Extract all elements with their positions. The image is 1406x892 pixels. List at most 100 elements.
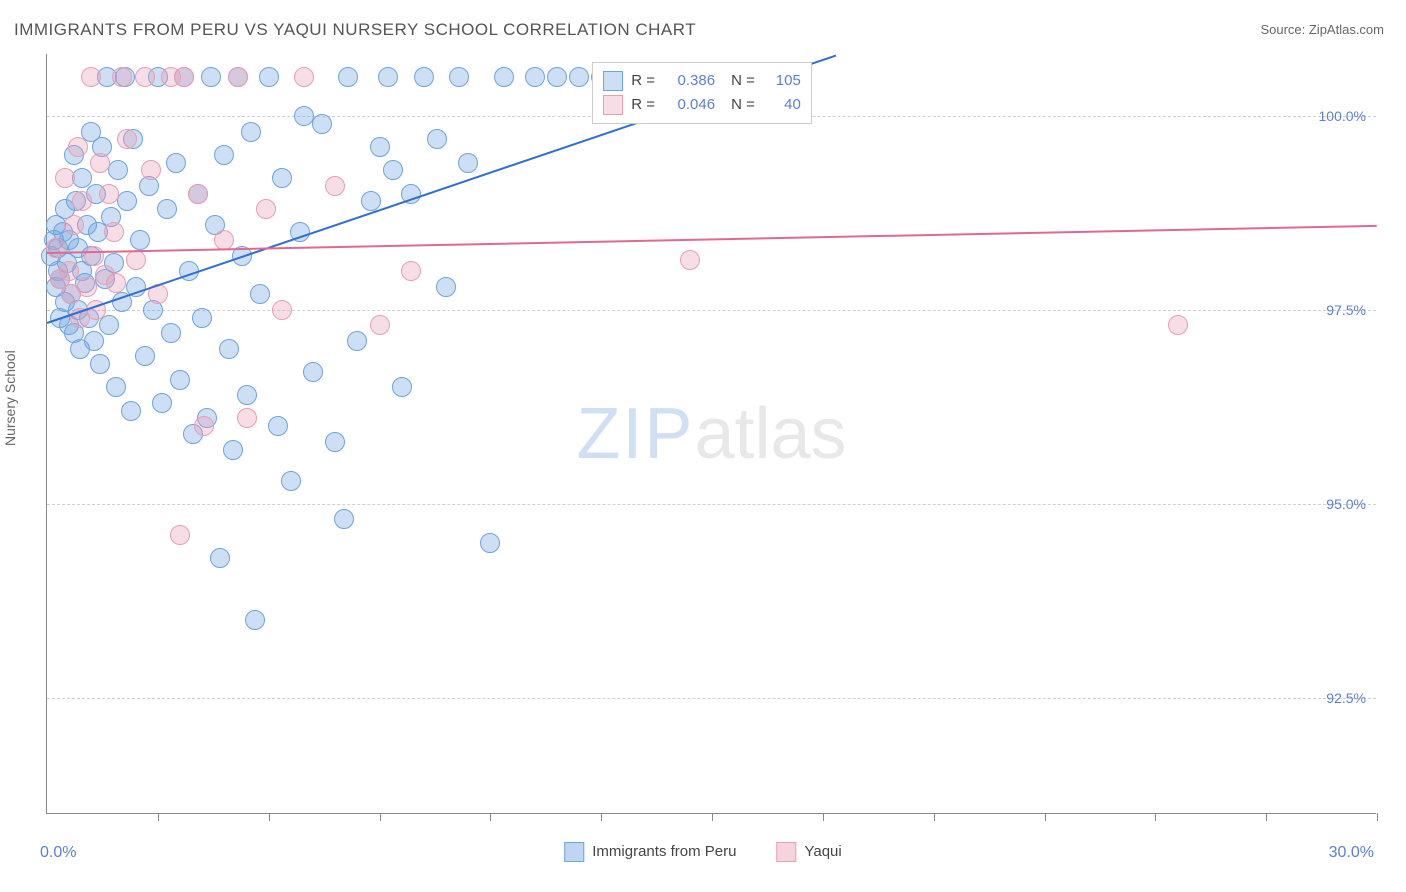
scatter-point	[84, 246, 104, 266]
scatter-point	[135, 67, 155, 87]
scatter-point	[117, 129, 137, 149]
stat-r-value: 0.386	[663, 69, 715, 93]
scatter-point	[312, 114, 332, 134]
scatter-point	[334, 509, 354, 529]
x-tick	[601, 813, 602, 821]
scatter-point	[370, 315, 390, 335]
scatter-point	[427, 129, 447, 149]
x-tick	[380, 813, 381, 821]
scatter-point	[214, 230, 234, 250]
scatter-point	[157, 199, 177, 219]
y-axis-title: Nursery School	[2, 350, 18, 446]
scatter-point	[188, 184, 208, 204]
scatter-point	[59, 261, 79, 281]
legend-swatch	[603, 71, 623, 91]
x-tick	[158, 813, 159, 821]
scatter-point	[72, 191, 92, 211]
scatter-point	[55, 168, 75, 188]
scatter-point	[90, 354, 110, 374]
scatter-point	[152, 393, 172, 413]
x-axis-max-label: 30.0%	[1329, 844, 1374, 862]
grid-line-h	[47, 504, 1376, 505]
legend-swatch	[776, 842, 796, 862]
scatter-point	[237, 408, 257, 428]
x-tick	[1266, 813, 1267, 821]
stat-r-label: R =	[631, 93, 655, 117]
x-tick	[823, 813, 824, 821]
scatter-point	[214, 145, 234, 165]
x-tick	[712, 813, 713, 821]
x-tick	[490, 813, 491, 821]
scatter-point	[547, 67, 567, 87]
scatter-point	[361, 191, 381, 211]
scatter-point	[99, 315, 119, 335]
stat-n-label: N =	[731, 69, 755, 93]
scatter-point	[192, 308, 212, 328]
scatter-point	[272, 300, 292, 320]
legend-swatch	[603, 95, 623, 115]
watermark-zip: ZIP	[576, 394, 694, 474]
scatter-point	[303, 362, 323, 382]
grid-line-h	[47, 310, 1376, 311]
scatter-point	[68, 137, 88, 157]
scatter-point	[170, 370, 190, 390]
scatter-point	[325, 176, 345, 196]
source-attribution: Source: ZipAtlas.com	[1260, 22, 1384, 37]
scatter-point	[449, 67, 469, 87]
scatter-point	[81, 67, 101, 87]
source-name: ZipAtlas.com	[1309, 22, 1384, 37]
scatter-point	[223, 440, 243, 460]
scatter-point	[436, 277, 456, 297]
scatter-point	[117, 191, 137, 211]
x-tick	[1045, 813, 1046, 821]
y-tick-label: 100.0%	[1306, 108, 1366, 124]
bottom-legend-item: Yaqui	[776, 842, 841, 862]
chart-container: IMMIGRANTS FROM PERU VS YAQUI NURSERY SC…	[0, 0, 1406, 892]
legend-label: Immigrants from Peru	[592, 843, 736, 860]
scatter-point	[64, 215, 84, 235]
scatter-point	[480, 533, 500, 553]
scatter-point	[219, 339, 239, 359]
scatter-point	[210, 548, 230, 568]
scatter-point	[201, 67, 221, 87]
stat-n-value: 105	[763, 69, 801, 93]
x-tick	[1377, 813, 1378, 821]
stat-r-value: 0.046	[663, 93, 715, 117]
bottom-legend: Immigrants from Peru Yaqui	[564, 842, 841, 862]
scatter-point	[383, 160, 403, 180]
scatter-point	[106, 377, 126, 397]
scatter-point	[281, 471, 301, 491]
x-tick	[269, 813, 270, 821]
x-tick	[1155, 813, 1156, 821]
scatter-point	[259, 67, 279, 87]
scatter-point	[494, 67, 514, 87]
scatter-point	[170, 525, 190, 545]
stat-r-label: R =	[631, 69, 655, 93]
scatter-point	[338, 67, 358, 87]
scatter-point	[77, 277, 97, 297]
scatter-point	[46, 238, 66, 258]
scatter-point	[90, 153, 110, 173]
watermark-atlas: atlas	[694, 394, 846, 474]
scatter-point	[294, 67, 314, 87]
scatter-point	[241, 122, 261, 142]
scatter-point	[237, 385, 257, 405]
scatter-point	[108, 160, 128, 180]
scatter-point	[166, 153, 186, 173]
scatter-point	[99, 184, 119, 204]
scatter-point	[104, 222, 124, 242]
watermark: ZIPatlas	[576, 393, 846, 475]
scatter-point	[245, 610, 265, 630]
grid-line-h	[47, 698, 1376, 699]
scatter-point	[228, 67, 248, 87]
stats-legend-row: R =0.046N =40	[603, 93, 801, 117]
scatter-point	[106, 273, 126, 293]
scatter-point	[174, 67, 194, 87]
scatter-point	[141, 160, 161, 180]
scatter-point	[680, 250, 700, 270]
source-label: Source:	[1260, 22, 1308, 37]
scatter-point	[250, 284, 270, 304]
scatter-point	[347, 331, 367, 351]
stats-legend-row: R = 0.386 N = 105	[603, 69, 801, 93]
scatter-point	[525, 67, 545, 87]
